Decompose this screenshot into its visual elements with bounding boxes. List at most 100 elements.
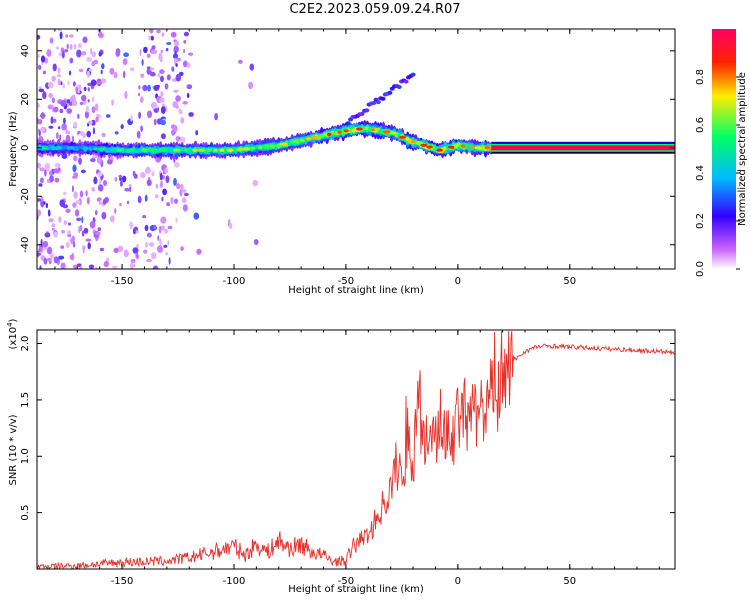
noise-speckle <box>81 94 87 102</box>
noise-speckle <box>39 265 42 269</box>
branch-blob <box>371 101 377 105</box>
noise-speckle <box>113 71 118 79</box>
noise-speckle <box>42 70 47 75</box>
noise-speckle <box>140 125 143 132</box>
noise-speckle <box>82 246 85 254</box>
noise-speckle <box>148 242 155 247</box>
noise-speckle <box>95 209 98 216</box>
noise-speckle <box>124 91 128 99</box>
noise-speckle <box>101 211 107 220</box>
noise-speckle <box>64 49 69 53</box>
noise-speckle <box>130 114 133 122</box>
noise-speckle <box>103 180 107 186</box>
noise-speckle <box>182 204 188 212</box>
y-tick-label: 20 <box>20 93 31 106</box>
noise-speckle <box>92 127 95 135</box>
colorbar-label: Normalized spectral amplitude <box>737 72 748 226</box>
ridge-peak <box>110 148 119 152</box>
noise-speckle <box>77 130 81 135</box>
noise-speckle <box>249 63 255 71</box>
noise-speckle <box>53 231 58 238</box>
noise-speckle <box>83 86 87 92</box>
noise-speckle <box>188 112 194 117</box>
noise-speckle <box>154 194 159 199</box>
noise-speckle <box>135 252 139 258</box>
noise-speckle <box>160 106 166 114</box>
noise-speckle <box>188 52 194 56</box>
ridge-peak <box>292 140 300 144</box>
noise-speckle <box>59 108 64 114</box>
ridge-peak <box>236 148 244 152</box>
noise-speckle <box>38 88 45 93</box>
noise-speckle <box>179 189 183 197</box>
ridge-peak <box>97 147 106 151</box>
colorbar-tick-label: 0.4 <box>695 165 706 181</box>
noise-speckle <box>44 232 51 238</box>
noise-speckle <box>180 183 184 191</box>
colorbar-axis: 0.0 0.2 0.4 0.6 0.8 <box>695 69 740 277</box>
colorbar-tick-label: 0.6 <box>695 117 706 133</box>
noise-speckle <box>103 261 109 268</box>
snr-axes: -150 -100 -50 0 50 0.5 1.0 1.5 2.0 <box>20 330 675 587</box>
noise-speckle <box>48 218 54 223</box>
noise-speckle <box>135 230 139 234</box>
ridge-peak <box>410 140 416 144</box>
ridge-peak <box>172 148 181 152</box>
ridge-peak <box>213 148 218 152</box>
noise-speckle <box>37 252 42 256</box>
noise-speckle <box>66 108 72 114</box>
branch-blob <box>387 90 393 95</box>
noise-speckle <box>61 123 67 131</box>
noise-speckle <box>37 54 40 58</box>
noise-speckle <box>46 49 52 57</box>
noise-speckle <box>63 117 66 124</box>
ridge-peak <box>68 146 76 150</box>
noise-speckle <box>43 257 48 265</box>
noise-speckle <box>60 262 66 269</box>
noise-speckle <box>79 190 84 198</box>
y-tick-label: 40 <box>20 44 31 57</box>
noise-speckle <box>42 91 47 100</box>
y-tick-label: 1.5 <box>20 392 31 408</box>
noise-speckle <box>143 46 148 54</box>
noise-speckle <box>87 120 93 125</box>
noise-speckle <box>50 116 54 124</box>
noise-speckle <box>87 242 91 250</box>
noise-speckle <box>173 177 177 186</box>
noise-speckle <box>163 244 168 248</box>
noise-speckle <box>73 155 78 162</box>
snr-ylabel: SNR (10 * v/v) <box>8 414 19 485</box>
noise-speckle <box>140 73 145 78</box>
spectrogram-ylabel: Frequency (Hz) <box>8 111 19 187</box>
noise-speckle <box>174 51 177 55</box>
noise-speckle <box>142 84 148 92</box>
noise-speckle <box>81 131 85 137</box>
y-tick-label: 0.5 <box>20 505 31 521</box>
noise-speckle <box>132 170 136 177</box>
noise-speckle <box>107 159 113 165</box>
spectrogram-axes: -150 -100 -50 0 50 -40 -20 0 20 40 <box>20 29 675 287</box>
noise-speckle <box>111 99 114 106</box>
noise-speckle <box>37 118 43 125</box>
noise-speckle <box>145 241 148 248</box>
noise-speckle <box>72 202 77 208</box>
ridge-peak <box>117 148 124 152</box>
noise-speckle <box>68 130 70 135</box>
ridge-peak <box>299 138 305 142</box>
noise-speckle <box>87 99 90 103</box>
noise-speckle <box>65 208 71 213</box>
noise-speckle <box>91 96 95 103</box>
noise-speckle <box>93 176 98 185</box>
noise-speckle <box>57 126 61 130</box>
noise-speckle <box>54 163 61 168</box>
noise-speckle <box>182 60 188 68</box>
noise-speckle <box>165 48 169 52</box>
noise-speckle <box>123 70 126 79</box>
noise-speckle <box>66 99 71 104</box>
noise-speckle <box>161 32 165 37</box>
ridge-peak <box>160 148 168 152</box>
noise-speckle <box>165 252 169 256</box>
noise-speckle <box>49 175 54 183</box>
noise-speckle <box>182 189 187 193</box>
ridge-peak <box>326 132 332 136</box>
